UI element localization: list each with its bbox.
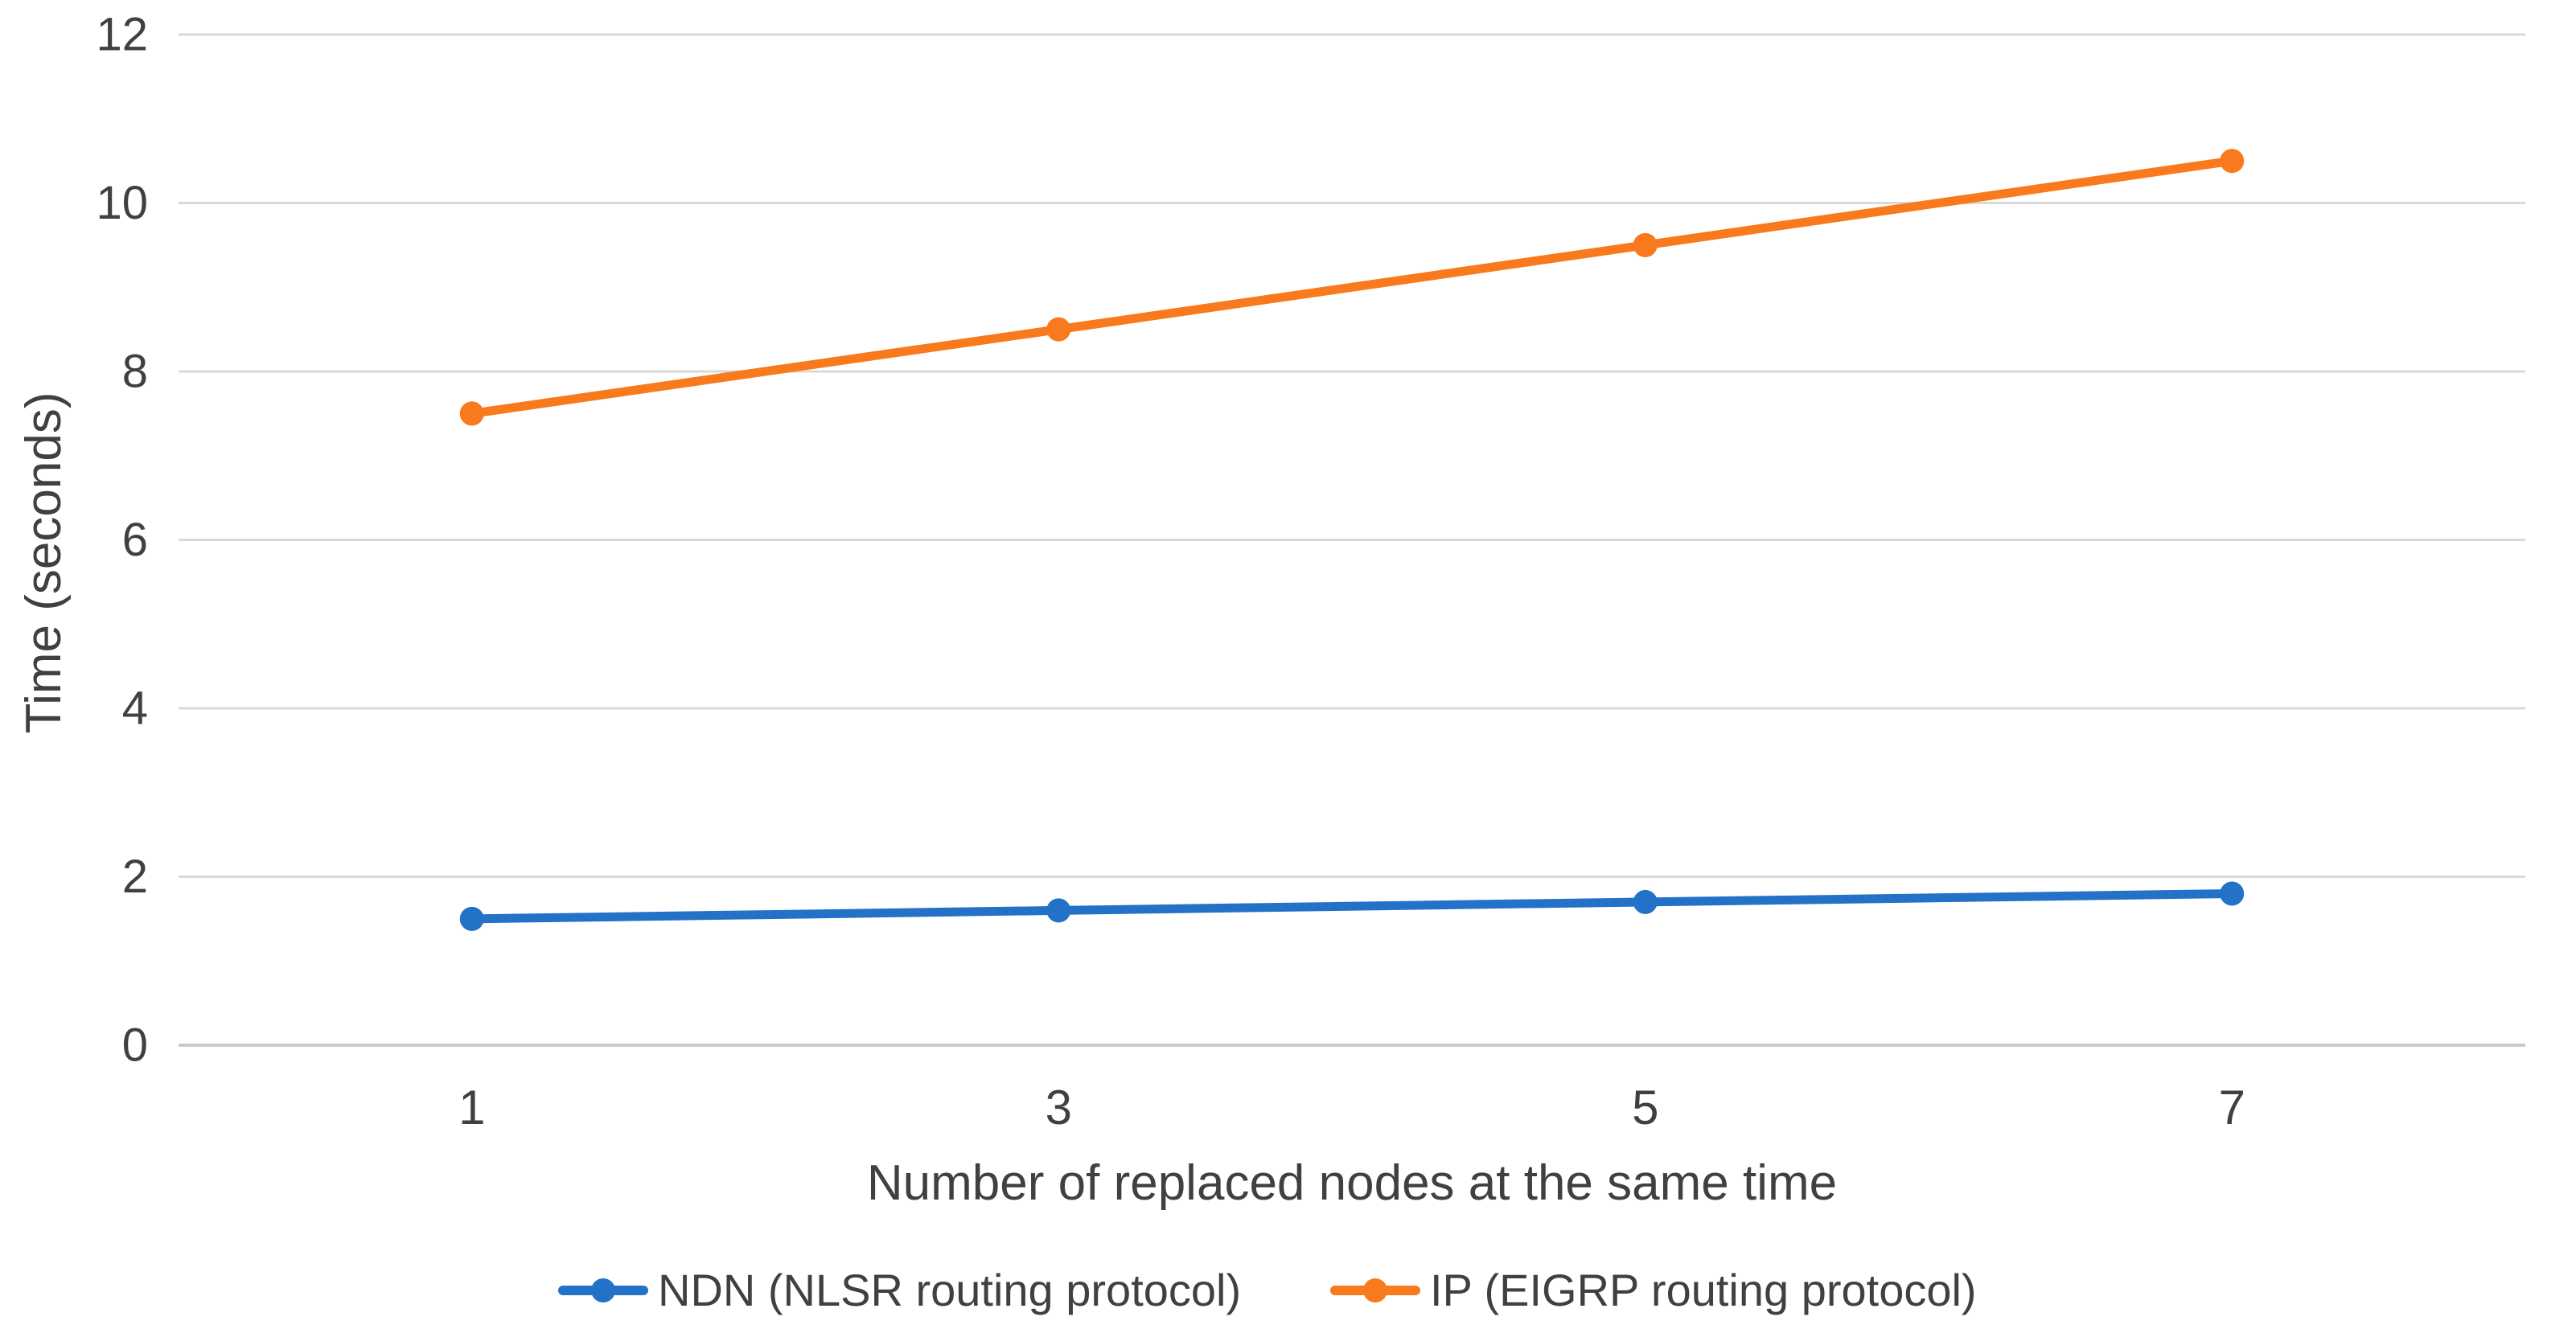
y-tick-label-4: 4	[122, 683, 148, 735]
legend-label-ndn: NDN (NLSR routing protocol)	[658, 1265, 1241, 1315]
x-axis-tick-labels: 1 3 5 7	[458, 1081, 2245, 1134]
data-point-marker	[1046, 898, 1071, 923]
legend: NDN (NLSR routing protocol) IP (EIGRP ro…	[558, 1265, 1977, 1315]
series-line-1	[467, 156, 2237, 418]
gridlines	[179, 33, 2525, 1047]
legend-label-ip: IP (EIGRP routing protocol)	[1430, 1265, 1977, 1315]
legend-item-ndn: NDN (NLSR routing protocol)	[558, 1265, 1241, 1315]
x-tick-label-7: 7	[2219, 1081, 2245, 1134]
y-tick-label-6: 6	[122, 514, 148, 566]
x-tick-label-5: 5	[1632, 1081, 1658, 1134]
series-layer	[459, 149, 2245, 931]
y-tick-label-2: 2	[122, 851, 148, 903]
x-axis-title: Number of replaced nodes at the same tim…	[867, 1155, 1837, 1211]
data-point-marker	[2220, 149, 2245, 174]
x-tick-label-3: 3	[1046, 1081, 1072, 1134]
y-tick-label-12: 12	[96, 9, 148, 61]
legend-marker-dot-ndn	[591, 1278, 615, 1302]
data-point-marker	[1046, 317, 1071, 342]
y-tick-label-8: 8	[122, 346, 148, 398]
x-tick-label-1: 1	[458, 1081, 485, 1134]
data-point-marker	[2220, 881, 2245, 906]
data-point-marker	[459, 906, 484, 931]
data-point-marker	[1633, 232, 1658, 257]
y-tick-label-10: 10	[96, 177, 148, 229]
data-point-marker	[1633, 889, 1658, 914]
y-axis-tick-labels: 0 2 4 6 8 10 12	[96, 9, 148, 1072]
legend-marker-dot-ip	[1363, 1278, 1387, 1302]
series-line-0	[467, 888, 2237, 924]
data-point-marker	[459, 401, 484, 426]
legend-item-ip: IP (EIGRP routing protocol)	[1330, 1265, 1977, 1315]
y-tick-label-0: 0	[122, 1019, 148, 1072]
y-axis-title: Time (seconds)	[16, 392, 72, 734]
